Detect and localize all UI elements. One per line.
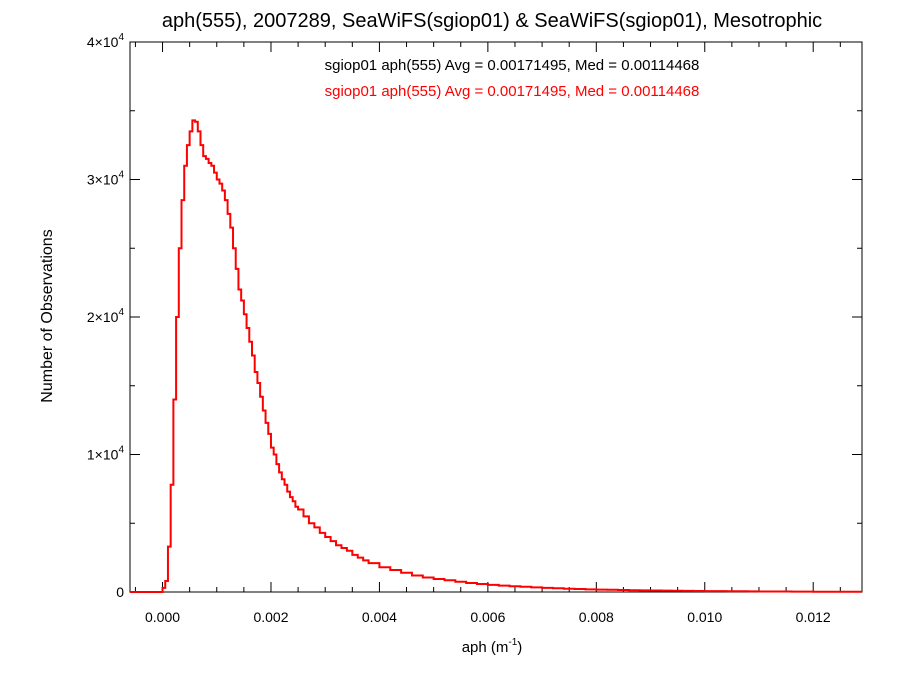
y-tick-mantissa: 0 bbox=[116, 584, 124, 600]
y-axis-label: Number of Observations bbox=[39, 229, 56, 402]
tick-labels: 0.000 0.002 0.004 0.006 0.008 0.010 0.012 0 1×10… bbox=[87, 32, 831, 625]
chart-title: aph(555), 2007289, SeaWiFS(sgiop01) & Se… bbox=[162, 10, 822, 32]
y-tick-mantissa: 3×10 bbox=[87, 172, 119, 188]
x-axis-label-tail: ) bbox=[517, 639, 522, 656]
series-layer bbox=[130, 119, 862, 593]
x-tick-label: 0.002 bbox=[253, 609, 288, 625]
y-tick-mantissa: 4×10 bbox=[87, 34, 119, 50]
x-axis-label-sup: -1 bbox=[508, 637, 517, 648]
axes bbox=[129, 41, 863, 593]
annotation-red: sgiop01 aph(555) Avg = 0.00171495, Med =… bbox=[325, 83, 700, 100]
y-tick-exponent: 4 bbox=[118, 445, 124, 456]
histogram-series-line bbox=[130, 119, 862, 593]
y-tick-label: 2×104 bbox=[87, 307, 125, 325]
x-tick-label: 0.004 bbox=[362, 609, 397, 625]
annotation-black: sgiop01 aph(555) Avg = 0.00171495, Med =… bbox=[325, 57, 700, 74]
y-tick-exponent: 4 bbox=[118, 307, 124, 318]
x-tick-label: 0.000 bbox=[145, 609, 180, 625]
x-tick-label: 0.006 bbox=[470, 609, 505, 625]
y-tick-mantissa: 2×10 bbox=[87, 309, 119, 325]
tick-marks bbox=[130, 41, 862, 593]
y-tick-label: 1×104 bbox=[87, 445, 125, 463]
y-tick-exponent: 4 bbox=[118, 32, 124, 43]
x-tick-label: 0.012 bbox=[796, 609, 831, 625]
y-tick-exponent: 4 bbox=[118, 170, 124, 181]
x-axis-label: aph (m-1) bbox=[462, 637, 523, 656]
y-tick-mantissa: 1×10 bbox=[87, 447, 119, 463]
y-tick-label: 3×104 bbox=[87, 170, 125, 188]
plot-frame bbox=[129, 41, 863, 593]
x-axis-label-base: aph (m bbox=[462, 639, 509, 656]
y-tick-label: 4×104 bbox=[87, 32, 125, 50]
x-tick-label: 0.008 bbox=[579, 609, 614, 625]
x-tick-label: 0.010 bbox=[687, 609, 722, 625]
y-tick-label: 0 bbox=[116, 584, 124, 600]
